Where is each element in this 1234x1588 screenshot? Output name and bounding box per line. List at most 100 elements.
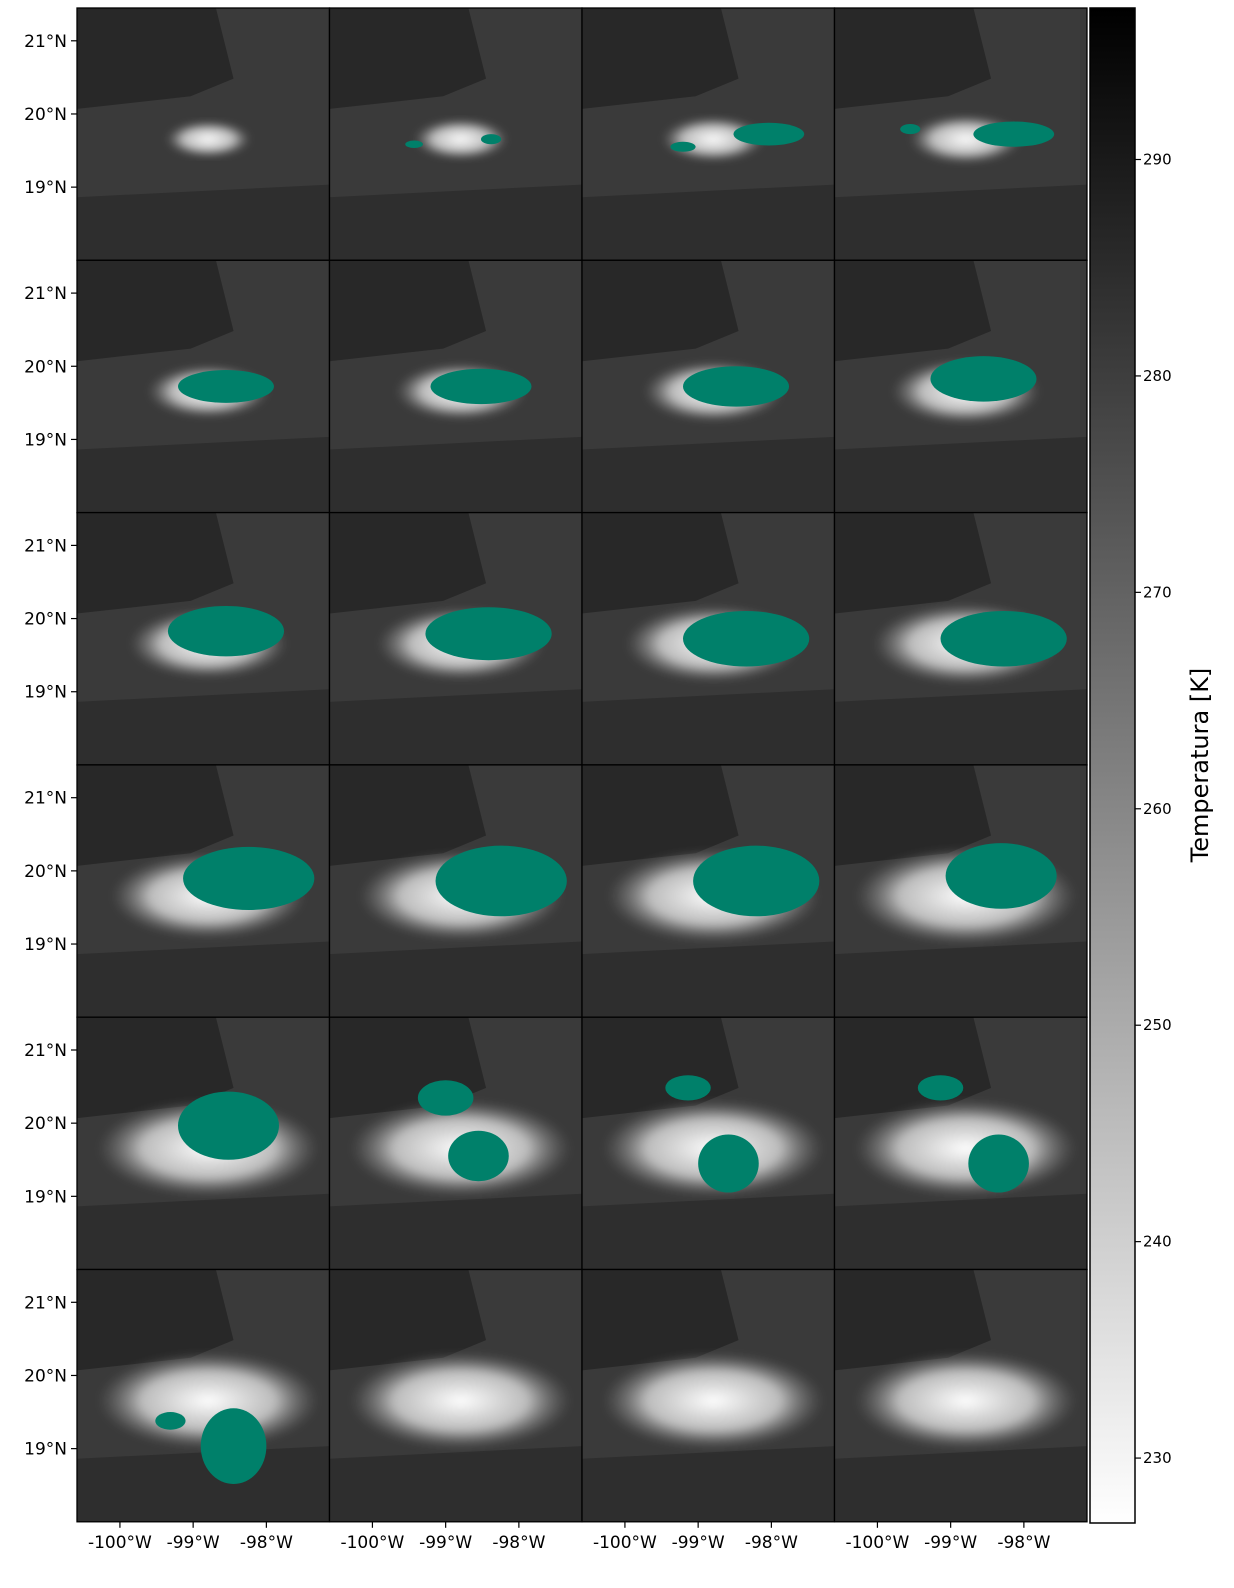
lat-tick-label: 20°N bbox=[24, 862, 67, 882]
lon-tick-label: -99°W bbox=[167, 1533, 220, 1553]
lon-tick-label: -98°W bbox=[745, 1533, 798, 1553]
terrain-shadow bbox=[582, 184, 835, 261]
terrain-shadow bbox=[77, 1193, 330, 1270]
satellite-panel bbox=[328, 259, 583, 514]
lat-tick-label: 19°N bbox=[24, 935, 67, 955]
colorbar-tick-label: 290 bbox=[1143, 151, 1172, 169]
satellite-panel bbox=[581, 7, 836, 261]
cold-cloud-mask bbox=[917, 1075, 964, 1101]
satellite-panel bbox=[76, 259, 331, 514]
cold-cloud-mask bbox=[405, 140, 423, 149]
terrain-shadow bbox=[582, 764, 739, 866]
satellite-panel bbox=[581, 1268, 836, 1523]
lat-tick-label: 21°N bbox=[24, 1293, 67, 1313]
terrain-shadow bbox=[77, 512, 234, 614]
terrain-shadow bbox=[329, 1193, 582, 1270]
cold-cloud-mask bbox=[733, 122, 805, 146]
cold-cloud-mask bbox=[900, 124, 921, 135]
satellite-panel bbox=[328, 511, 583, 766]
lat-tick-label: 19°N bbox=[24, 683, 67, 703]
lat-tick-label: 19°N bbox=[24, 178, 67, 198]
satellite-panel bbox=[581, 1016, 836, 1271]
colorbar-ticks: 290 280 270 260 250 240 230 bbox=[1135, 151, 1172, 1467]
satellite-panel bbox=[76, 764, 331, 1018]
terrain-shadow bbox=[582, 1446, 835, 1522]
lon-tick-label: -99°W bbox=[924, 1533, 977, 1553]
terrain-shadow bbox=[834, 1446, 1087, 1522]
terrain-shadow bbox=[77, 436, 330, 513]
lon-tick-label: -100°W bbox=[340, 1533, 404, 1553]
cold-cloud-mask bbox=[683, 366, 790, 407]
terrain-shadow bbox=[834, 941, 1087, 1018]
satellite-panel bbox=[76, 1016, 331, 1271]
terrain-shadow bbox=[77, 1446, 330, 1522]
lon-tick-label: -99°W bbox=[419, 1533, 472, 1553]
cloud-region bbox=[97, 1352, 320, 1450]
terrain-shadow bbox=[77, 689, 330, 765]
cold-cloud-mask bbox=[670, 141, 696, 152]
lat-tick-label: 21°N bbox=[24, 284, 67, 304]
terrain-shadow bbox=[329, 8, 487, 109]
cold-cloud-mask bbox=[665, 1075, 711, 1101]
terrain-shadow bbox=[582, 941, 835, 1018]
lat-tick-label: 21°N bbox=[24, 789, 67, 809]
cold-cloud-mask bbox=[448, 1130, 509, 1182]
lon-tick-label: -100°W bbox=[88, 1533, 152, 1553]
lon-tick-label: -98°W bbox=[492, 1533, 545, 1553]
cold-cloud-mask bbox=[183, 846, 315, 910]
cloud-region bbox=[854, 1100, 1077, 1197]
cold-cloud-mask bbox=[968, 1134, 1029, 1193]
terrain-shadow bbox=[77, 8, 234, 109]
satellite-panel bbox=[328, 7, 583, 261]
lon-tick-label: -99°W bbox=[672, 1533, 725, 1553]
satellite-panel bbox=[581, 511, 836, 766]
lat-tick-label: 19°N bbox=[24, 430, 67, 450]
cloud-region bbox=[349, 1352, 572, 1450]
cold-cloud-mask bbox=[973, 121, 1055, 147]
terrain-shadow bbox=[329, 184, 582, 261]
lat-tick-label: 20°N bbox=[24, 1366, 67, 1386]
satellite-panel bbox=[581, 764, 836, 1018]
cold-cloud-mask bbox=[930, 356, 1037, 402]
terrain-shadow bbox=[329, 764, 487, 866]
terrain-shadow bbox=[582, 1193, 835, 1270]
terrain-shadow bbox=[77, 1017, 234, 1119]
terrain-shadow bbox=[77, 941, 330, 1018]
latitude-axis: 21°N 20°N 19°N 21°N 20°N 19°N 21°N 20°N 19°N 2… bbox=[24, 32, 67, 1460]
terrain-shadow bbox=[834, 764, 992, 866]
cold-cloud-mask bbox=[435, 845, 567, 917]
terrain-shadow bbox=[77, 764, 234, 866]
cold-cloud-mask bbox=[178, 370, 274, 403]
satellite-panel bbox=[581, 259, 836, 514]
cold-cloud-mask bbox=[178, 1091, 279, 1160]
lat-tick-label: 20°N bbox=[24, 610, 67, 630]
terrain-shadow bbox=[834, 689, 1087, 765]
cold-cloud-mask bbox=[200, 1408, 267, 1484]
satellite-panel bbox=[76, 1268, 331, 1523]
lat-tick-label: 20°N bbox=[24, 105, 67, 125]
lat-tick-label: 21°N bbox=[24, 536, 67, 556]
lon-tick-label: -100°W bbox=[593, 1533, 657, 1553]
lat-tick-label: 20°N bbox=[24, 1114, 67, 1134]
lat-tick-label: 20°N bbox=[24, 357, 67, 377]
satellite-panel bbox=[328, 1016, 583, 1271]
satellite-panel bbox=[833, 1016, 1088, 1271]
terrain-shadow bbox=[582, 8, 739, 109]
terrain-shadow bbox=[834, 436, 1087, 513]
cloud-region bbox=[602, 1352, 825, 1450]
terrain-shadow bbox=[329, 260, 487, 362]
panel-grid bbox=[71, 7, 1088, 1528]
colorbar-gradient bbox=[1089, 7, 1136, 1524]
satellite-panel bbox=[328, 764, 583, 1018]
cold-cloud-mask bbox=[155, 1412, 186, 1430]
terrain-shadow bbox=[329, 689, 582, 765]
terrain-shadow bbox=[834, 512, 992, 614]
cold-cloud-mask bbox=[430, 368, 532, 405]
terrain-shadow bbox=[834, 1193, 1087, 1270]
satellite-panel bbox=[833, 1268, 1088, 1523]
terrain-shadow bbox=[329, 512, 487, 614]
cold-cloud-mask bbox=[167, 605, 285, 657]
cold-cloud-mask bbox=[945, 843, 1057, 909]
terrain-shadow bbox=[582, 1269, 739, 1371]
